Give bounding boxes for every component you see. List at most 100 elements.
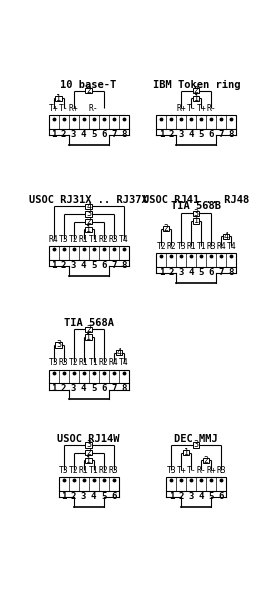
Text: 2: 2: [86, 325, 91, 334]
Text: 2: 2: [86, 217, 91, 226]
Bar: [49, 116, 129, 129]
Text: R2: R2: [167, 242, 176, 251]
Bar: [193, 211, 199, 216]
Text: TIA 568A: TIA 568A: [64, 319, 114, 328]
Text: T+: T+: [177, 466, 186, 475]
Text: 10 base-T: 10 base-T: [60, 80, 117, 90]
Text: T3: T3: [167, 466, 176, 475]
Bar: [156, 253, 236, 267]
Text: 2: 2: [179, 492, 184, 501]
Bar: [193, 442, 199, 448]
Text: 3: 3: [194, 440, 199, 449]
Text: 6: 6: [101, 130, 106, 139]
Bar: [86, 88, 92, 94]
Bar: [86, 219, 92, 224]
Text: 4: 4: [86, 202, 91, 211]
Text: 7: 7: [219, 268, 224, 277]
Text: R+: R+: [207, 466, 216, 475]
Bar: [183, 450, 189, 456]
Text: 8: 8: [229, 268, 234, 277]
Text: R2: R2: [99, 466, 108, 475]
Bar: [86, 203, 92, 209]
Bar: [193, 218, 199, 224]
Text: 6: 6: [219, 492, 224, 501]
Text: 6: 6: [209, 130, 214, 139]
Text: T3: T3: [177, 242, 186, 251]
Text: 2: 2: [169, 268, 174, 277]
Text: 5: 5: [91, 130, 96, 139]
Bar: [56, 342, 62, 348]
Text: 5: 5: [199, 130, 204, 139]
Text: 8: 8: [121, 130, 126, 139]
Bar: [86, 450, 92, 456]
Text: 4: 4: [189, 268, 194, 277]
Bar: [59, 477, 119, 491]
Text: R4: R4: [217, 242, 226, 251]
Text: 4: 4: [199, 492, 204, 501]
Text: 3: 3: [81, 492, 86, 501]
Text: T1: T1: [89, 358, 98, 367]
Text: 1: 1: [169, 492, 174, 501]
Text: 3: 3: [189, 492, 194, 501]
Bar: [166, 477, 226, 491]
Text: 3: 3: [194, 209, 199, 218]
Text: R+: R+: [69, 104, 78, 113]
Bar: [56, 96, 62, 101]
Text: 5: 5: [101, 492, 106, 501]
Text: 1: 1: [194, 94, 199, 103]
Text: 2: 2: [164, 224, 169, 233]
Text: 1: 1: [51, 384, 56, 393]
Text: R-: R-: [89, 104, 98, 113]
Text: 1: 1: [86, 333, 91, 342]
Text: T2: T2: [157, 242, 166, 251]
Text: 6: 6: [209, 268, 214, 277]
Text: 7: 7: [219, 130, 224, 139]
Text: 2: 2: [194, 86, 199, 95]
Text: 2: 2: [86, 86, 91, 95]
Text: 4: 4: [81, 384, 86, 393]
Text: 2: 2: [61, 261, 66, 270]
Text: DEC MMJ: DEC MMJ: [175, 434, 218, 444]
Text: 1: 1: [86, 225, 91, 234]
Text: 1: 1: [194, 216, 199, 225]
Text: R3: R3: [217, 466, 226, 475]
Text: 1: 1: [51, 261, 56, 270]
Text: 4: 4: [81, 261, 86, 270]
Text: T-: T-: [59, 104, 68, 113]
Text: 2: 2: [71, 492, 76, 501]
Text: 2: 2: [204, 456, 209, 465]
Text: 1: 1: [159, 130, 164, 139]
Text: T-: T-: [187, 104, 196, 113]
Text: 3: 3: [56, 340, 61, 350]
Bar: [223, 234, 229, 239]
Text: 5: 5: [199, 268, 204, 277]
Text: T2: T2: [69, 235, 78, 244]
Bar: [86, 227, 92, 232]
Text: T-: T-: [187, 466, 196, 475]
Text: T+: T+: [49, 104, 58, 113]
Bar: [49, 370, 129, 384]
Text: R3: R3: [59, 358, 68, 367]
Text: 3: 3: [71, 384, 76, 393]
Text: 2: 2: [169, 130, 174, 139]
Text: USOC RJ14W: USOC RJ14W: [57, 434, 120, 444]
Text: IBM Token ring: IBM Token ring: [153, 80, 240, 90]
Text: 4: 4: [189, 130, 194, 139]
Text: T4: T4: [119, 235, 128, 244]
Text: T1: T1: [89, 466, 98, 475]
Text: R-: R-: [207, 104, 216, 113]
Text: 5: 5: [91, 261, 96, 270]
Text: T2: T2: [69, 466, 78, 475]
Text: 3: 3: [71, 261, 76, 270]
Text: R1: R1: [187, 242, 196, 251]
Text: 1: 1: [61, 492, 66, 501]
Bar: [86, 327, 92, 332]
Bar: [193, 96, 199, 101]
Bar: [203, 458, 209, 463]
Text: 7: 7: [111, 130, 116, 139]
Text: 7: 7: [111, 261, 116, 270]
Text: 6: 6: [111, 492, 116, 501]
Text: 3: 3: [86, 440, 91, 449]
Bar: [86, 334, 92, 340]
Text: R1: R1: [79, 466, 88, 475]
